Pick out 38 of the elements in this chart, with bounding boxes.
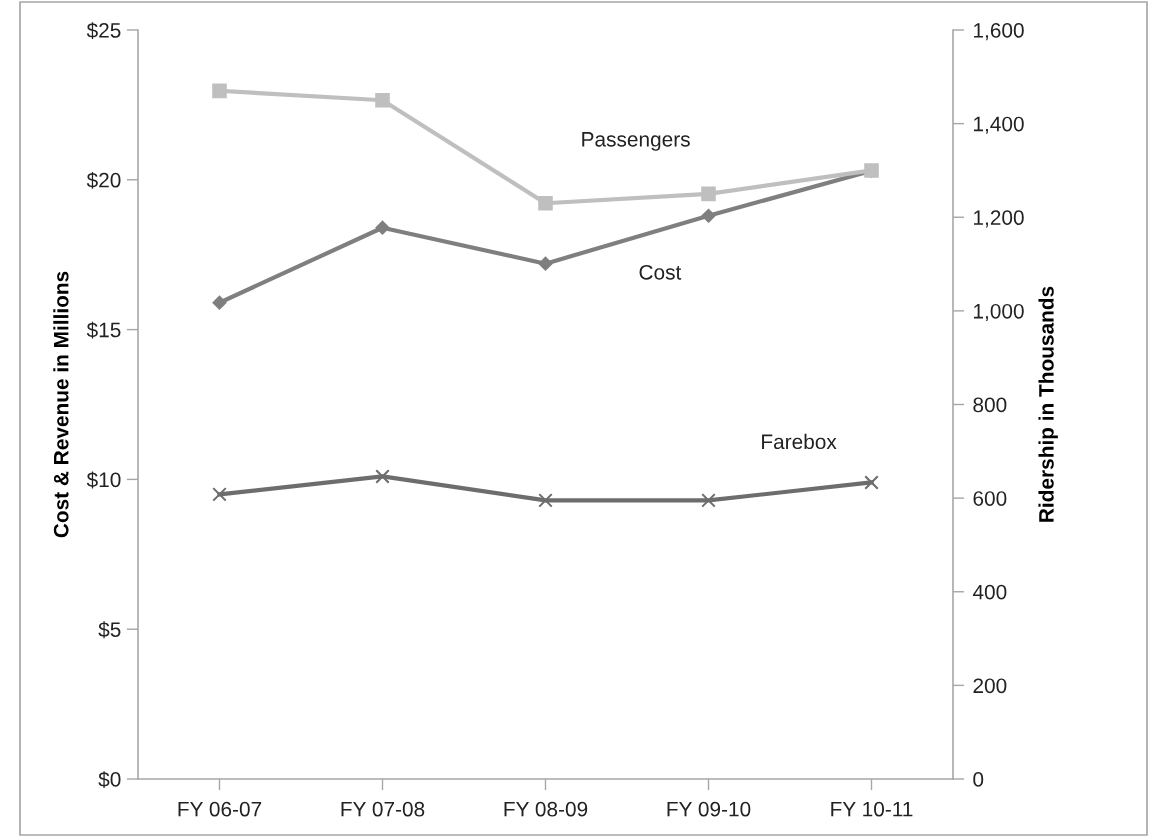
y-tick-label: $5 [98, 621, 121, 639]
point [864, 475, 879, 490]
point [701, 208, 716, 223]
point [375, 220, 390, 235]
y2-tick-label: 800 [973, 397, 1007, 413]
x-tick-label: FY 10-11 [831, 801, 913, 817]
y2-tick-label: 400 [972, 584, 1007, 600]
point [538, 493, 553, 508]
y2-tick-label: 1,000 [974, 303, 1024, 322]
y-tick-label: $20 [86, 171, 121, 189]
point [701, 493, 716, 508]
x-tick-label: FY 09-10 [667, 801, 751, 817]
y-tick-label: $15 [86, 321, 121, 339]
point [538, 256, 553, 271]
series-label: Cost [639, 264, 682, 280]
y2-tick-label: 600 [973, 491, 1007, 506]
y2-axis-title: Ridership in Thousands [1038, 286, 1058, 522]
y2-tick-label: 200 [973, 678, 1007, 694]
point [212, 487, 227, 502]
x-tick-label: FY 07-08 [341, 801, 425, 817]
series-label: Passengers [582, 132, 690, 151]
y-tick-label: $10 [86, 471, 121, 489]
y2-tick-label: 0 [973, 772, 984, 787]
point [212, 83, 227, 99]
y-tick-label: $25 [86, 22, 121, 39]
point [212, 295, 227, 310]
y-axis-title: Cost & Revenue in Millions [53, 271, 69, 538]
y-tick-label: $0 [98, 771, 121, 788]
point [701, 186, 716, 202]
point [375, 92, 390, 108]
x-tick-label: FY 08-09 [504, 801, 588, 817]
y2-tick-label: 1,600 [974, 23, 1024, 41]
y2-tick-label: 1,400 [974, 116, 1024, 134]
series-label: Farebox [762, 433, 837, 450]
y2-tick-label: 1,200 [974, 210, 1024, 228]
x-tick-label: FY 06-07 [178, 801, 262, 817]
point [375, 469, 390, 484]
point [538, 195, 553, 211]
